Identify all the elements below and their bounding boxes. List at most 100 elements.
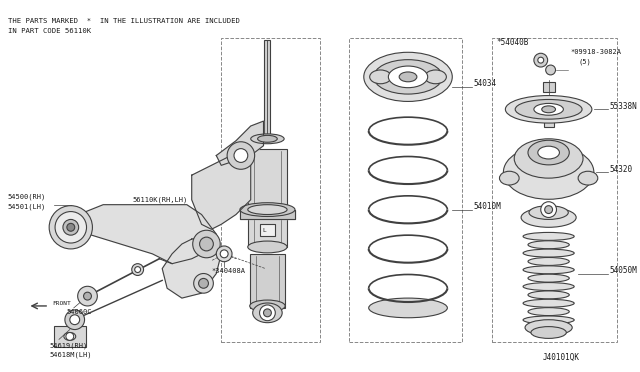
- Ellipse shape: [528, 308, 569, 315]
- Circle shape: [132, 264, 143, 276]
- Circle shape: [70, 315, 79, 325]
- Circle shape: [65, 310, 84, 330]
- Circle shape: [55, 212, 86, 243]
- Bar: [544, 119, 554, 127]
- Polygon shape: [192, 149, 251, 229]
- Polygon shape: [240, 209, 295, 219]
- Ellipse shape: [425, 70, 446, 84]
- Text: J40101QK: J40101QK: [543, 353, 580, 362]
- Circle shape: [194, 273, 213, 293]
- Bar: [543, 82, 554, 92]
- Text: 54320: 54320: [609, 165, 633, 174]
- Bar: [260, 224, 275, 236]
- Circle shape: [67, 223, 75, 231]
- Circle shape: [77, 286, 97, 306]
- Circle shape: [220, 250, 228, 258]
- Text: *340408A: *340408A: [211, 267, 245, 273]
- Ellipse shape: [364, 52, 452, 102]
- Text: 55338N: 55338N: [609, 102, 637, 111]
- Ellipse shape: [399, 72, 417, 82]
- Ellipse shape: [525, 320, 572, 336]
- Bar: [250, 254, 285, 308]
- Ellipse shape: [253, 303, 282, 323]
- Text: 54034: 54034: [474, 79, 497, 88]
- Text: 54050M: 54050M: [609, 266, 637, 275]
- Circle shape: [227, 142, 255, 169]
- Text: 54501(LH): 54501(LH): [8, 203, 46, 210]
- Bar: [248, 149, 287, 247]
- Text: 54500(RH): 54500(RH): [8, 193, 46, 200]
- Ellipse shape: [374, 60, 442, 94]
- Ellipse shape: [523, 316, 574, 324]
- Circle shape: [264, 309, 271, 317]
- Ellipse shape: [251, 134, 284, 144]
- Circle shape: [193, 230, 220, 258]
- Text: (5): (5): [578, 59, 591, 65]
- Polygon shape: [216, 121, 264, 165]
- Circle shape: [134, 267, 141, 273]
- Ellipse shape: [528, 291, 569, 299]
- Ellipse shape: [388, 66, 428, 88]
- Ellipse shape: [506, 96, 592, 123]
- Ellipse shape: [257, 135, 277, 142]
- Text: FRONT: FRONT: [52, 301, 71, 305]
- Ellipse shape: [578, 171, 598, 185]
- Ellipse shape: [240, 203, 295, 217]
- Circle shape: [541, 202, 557, 218]
- Ellipse shape: [370, 70, 391, 84]
- Circle shape: [63, 219, 79, 235]
- Circle shape: [198, 278, 209, 288]
- Circle shape: [66, 333, 74, 340]
- Circle shape: [534, 53, 548, 67]
- Text: 54618M(LH): 54618M(LH): [49, 352, 92, 358]
- Text: THE PARTS MARKED  *  IN THE ILLUSTRATION ARE INCLUDED: THE PARTS MARKED * IN THE ILLUSTRATION A…: [8, 18, 240, 24]
- Polygon shape: [79, 205, 216, 264]
- Bar: [349, 38, 462, 342]
- Circle shape: [84, 292, 92, 300]
- Ellipse shape: [369, 298, 447, 318]
- Ellipse shape: [523, 249, 574, 257]
- Circle shape: [234, 149, 248, 163]
- Ellipse shape: [514, 139, 583, 178]
- Text: IN PART CODE 56110K: IN PART CODE 56110K: [8, 28, 91, 33]
- Text: 54060C: 54060C: [67, 309, 92, 315]
- Circle shape: [200, 237, 213, 251]
- Ellipse shape: [528, 241, 569, 249]
- Text: L: L: [262, 228, 266, 233]
- Ellipse shape: [64, 333, 76, 340]
- Circle shape: [216, 246, 232, 262]
- Ellipse shape: [528, 324, 569, 332]
- Ellipse shape: [504, 145, 594, 199]
- Ellipse shape: [523, 266, 574, 274]
- Ellipse shape: [521, 208, 576, 227]
- Text: 54010M: 54010M: [474, 202, 502, 211]
- Ellipse shape: [499, 171, 519, 185]
- Ellipse shape: [541, 106, 556, 113]
- Circle shape: [546, 65, 556, 75]
- Ellipse shape: [528, 274, 569, 282]
- Bar: [221, 38, 319, 342]
- Bar: [54, 326, 86, 347]
- Ellipse shape: [534, 103, 563, 115]
- Ellipse shape: [523, 299, 574, 307]
- Ellipse shape: [515, 99, 582, 119]
- Circle shape: [538, 57, 544, 63]
- Text: *09918-3082A: *09918-3082A: [570, 49, 621, 55]
- Bar: [264, 41, 270, 139]
- Ellipse shape: [523, 232, 574, 240]
- Circle shape: [260, 305, 275, 321]
- Text: *54040B: *54040B: [497, 38, 529, 47]
- Ellipse shape: [528, 257, 569, 266]
- Circle shape: [49, 206, 92, 249]
- Ellipse shape: [250, 300, 285, 312]
- Ellipse shape: [531, 327, 566, 339]
- Polygon shape: [162, 234, 221, 298]
- Circle shape: [545, 206, 552, 214]
- Ellipse shape: [538, 146, 559, 159]
- Text: 54619(RH): 54619(RH): [49, 342, 88, 349]
- Ellipse shape: [248, 241, 287, 253]
- Ellipse shape: [248, 205, 287, 215]
- Ellipse shape: [523, 283, 574, 291]
- Bar: [492, 38, 618, 342]
- Ellipse shape: [529, 206, 568, 219]
